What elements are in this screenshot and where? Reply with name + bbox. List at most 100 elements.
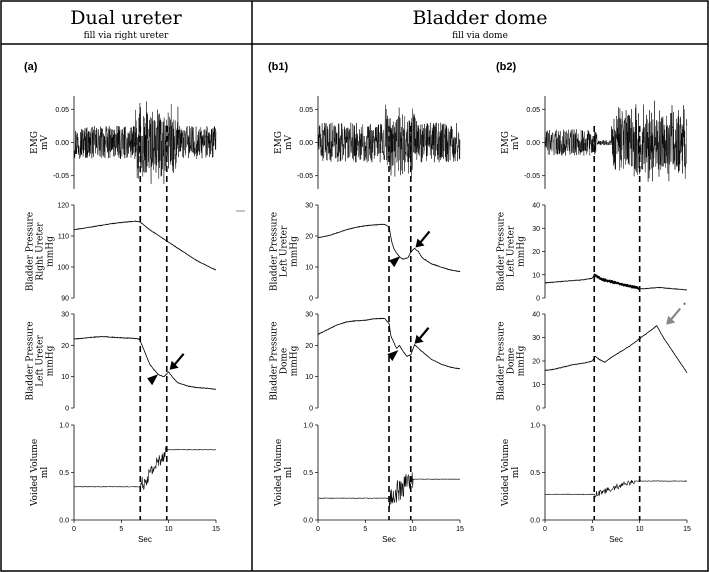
row-bp1: 30 20 10 0 Bladder Pressure Left Ureter mmHg <box>270 203 461 303</box>
y-axis-label: Voided Volume <box>274 439 284 507</box>
y-axis-label: Bladder Pressure <box>26 321 36 400</box>
y-axis-label: Bladder Pressure <box>26 212 36 291</box>
y-axis-label: Dome <box>280 348 290 375</box>
pressure-trace <box>544 325 688 374</box>
y-tick-label: 0.5 <box>303 470 313 477</box>
y-axis-label: ml <box>40 467 50 479</box>
row-bp2: 30 20 10 0 Bladder Pressure Left Ureter mmHg <box>26 312 217 413</box>
y-tick-label: 120 <box>57 203 69 210</box>
y-tick-label: 0.00 <box>55 140 69 147</box>
row-vv: 1.0 0.5 0.0 Voided Volume ml <box>30 423 217 525</box>
y-tick-label: 110 <box>58 234 69 241</box>
y-axis-label: Bladder Pressure <box>270 212 280 291</box>
y-tick-label: 30 <box>61 312 69 319</box>
arrow-marker: * <box>683 303 686 310</box>
pressure-trace <box>73 335 217 390</box>
y-tick-label: -0.05 <box>524 173 540 180</box>
left-section-title: Dual ureter <box>70 7 182 29</box>
pressure-trace <box>545 273 688 291</box>
right-section-subtitle: fill via dome <box>452 31 508 41</box>
x-tick-label: 10 <box>636 526 644 533</box>
x-tick-label: 10 <box>409 526 417 533</box>
emg-trace <box>317 104 461 179</box>
y-tick-label: 20 <box>532 249 540 256</box>
y-tick-label: 30 <box>532 335 540 342</box>
y-axis-label: mV <box>40 134 50 150</box>
y-tick-label: 30 <box>305 312 313 319</box>
y-tick-label: 20 <box>61 343 69 350</box>
y-tick-label: 10 <box>532 382 540 389</box>
y-axis-label: Left Ureter <box>36 335 46 387</box>
arrow-shaft <box>417 327 430 341</box>
x-tick-label: 15 <box>683 526 691 533</box>
x-tick-label: 5 <box>363 526 367 533</box>
y-tick-label: 0 <box>309 296 313 303</box>
arrowhead-marker <box>387 350 399 362</box>
y-tick-label: 1.0 <box>303 423 313 430</box>
arrow-shaft <box>669 307 682 322</box>
x-axis-label: Sec <box>138 535 152 544</box>
panel-label: (b1) <box>268 61 289 73</box>
y-axis-label: Bladder Pressure <box>270 321 280 400</box>
y-tick-label: 10 <box>61 374 69 381</box>
x-tick-label: 15 <box>456 526 464 533</box>
arrow-shaft <box>172 353 185 367</box>
pressure-trace <box>317 317 461 370</box>
row-vv: 1.0 0.5 0.0 Voided Volume ml <box>274 423 460 525</box>
y-axis-label: EMG <box>30 131 40 154</box>
x-tick-label: 0 <box>316 526 320 533</box>
arrow-shaft <box>418 230 431 245</box>
row-bp1: 120 110 100 90 Bladder Pressure Right Ureter m… <box>26 203 217 303</box>
row-emg: 0.05 0.00 -0.05 EMG mV <box>30 96 217 189</box>
arrow-head <box>666 315 676 325</box>
pressure-trace <box>73 220 217 271</box>
y-axis-label: mmHg <box>517 345 527 376</box>
x-tick-label: 0 <box>543 526 547 533</box>
right-section-title: Bladder dome <box>413 7 548 29</box>
y-axis-label: Bladder Pressure <box>497 321 507 400</box>
y-axis-label: Dome <box>507 348 517 375</box>
y-tick-label: 20 <box>305 234 313 241</box>
y-axis-label: Voided Volume <box>501 439 511 507</box>
y-tick-label: 40 <box>532 312 540 319</box>
y-tick-label: 0.0 <box>303 518 313 525</box>
y-tick-label: 0.0 <box>530 518 540 525</box>
y-tick-label: 0.05 <box>55 107 69 114</box>
y-tick-label: 30 <box>532 226 540 233</box>
arrowhead-marker <box>389 256 401 268</box>
y-tick-label: 0.05 <box>299 107 313 114</box>
y-axis-label: mmHg <box>46 345 56 376</box>
arrowhead-marker <box>147 374 159 386</box>
y-tick-label: 0.00 <box>299 140 313 147</box>
y-axis-label: mmHg <box>517 236 527 267</box>
arrow-head <box>415 238 425 248</box>
y-tick-label: -0.05 <box>53 173 69 180</box>
y-axis-label: mmHg <box>290 236 300 267</box>
emg-trace <box>544 100 688 182</box>
row-emg: 0.05 0.00 -0.05 EMG mV <box>274 96 461 189</box>
left-section-subtitle: fill via right ureter <box>84 31 169 41</box>
emg-trace <box>73 101 217 184</box>
y-axis-label: ml <box>284 467 294 479</box>
y-tick-label: 100 <box>57 265 69 272</box>
y-tick-label: 0.0 <box>59 518 69 525</box>
y-axis-label: Left Ureter <box>280 225 290 277</box>
y-axis-label: mV <box>511 134 521 150</box>
arrow-head <box>414 334 424 344</box>
y-tick-label: 0 <box>536 296 540 303</box>
y-tick-label: 0.00 <box>526 140 540 147</box>
y-tick-label: 10 <box>532 272 540 279</box>
y-tick-label: 20 <box>305 343 313 350</box>
y-axis-label: ml <box>511 467 521 479</box>
voided-volume-trace <box>73 446 217 490</box>
row-vv: 1.0 0.5 0.0 Voided Volume ml <box>501 423 688 525</box>
x-tick-label: 15 <box>212 526 220 533</box>
y-axis-label: EMG <box>501 131 511 154</box>
y-tick-label: 0 <box>309 406 313 413</box>
voided-volume-trace <box>544 479 688 498</box>
